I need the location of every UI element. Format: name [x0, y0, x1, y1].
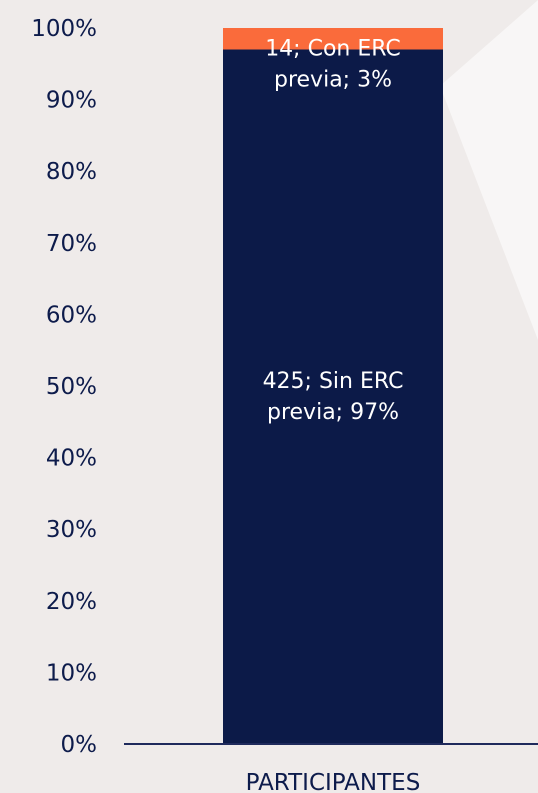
data-label-line: 425; Sin ERC: [263, 369, 404, 394]
x-category-label: PARTICIPANTES: [246, 770, 421, 793]
y-tick-label: 40%: [46, 446, 97, 472]
background-layer: [440, 0, 538, 340]
y-tick-label: 10%: [46, 660, 97, 686]
y-tick-label: 80%: [46, 159, 97, 185]
y-tick-label: 70%: [46, 231, 97, 257]
data-label-line: 14; Con ERC: [265, 37, 401, 62]
bar-segment: [223, 49, 443, 745]
y-tick-label: 60%: [46, 302, 97, 328]
y-tick-label: 0%: [61, 732, 98, 758]
data-label-line: previa; 3%: [274, 68, 392, 93]
y-tick-label: 90%: [46, 88, 97, 114]
bar-segment: [223, 28, 443, 50]
data-labels: 425; Sin ERC previa; 97% 14; Con ERC previa…: [263, 37, 404, 426]
x-axis: PARTICIPANTES: [124, 743, 538, 793]
y-tick-label: 100%: [31, 16, 97, 42]
y-tick-label: 30%: [46, 517, 97, 543]
background-wedge-decoration: [440, 0, 538, 340]
y-axis: 0% 10% 20% 30% 40% 50% 60% 70% 80% 90% 100%: [31, 16, 97, 758]
data-label: 14; Con ERC previa; 3%: [265, 37, 401, 93]
bar-stack: [223, 28, 443, 745]
data-label-line: previa; 97%: [267, 400, 399, 425]
y-tick-label: 50%: [46, 374, 97, 400]
y-tick-label: 20%: [46, 589, 97, 615]
data-label: 425; Sin ERC previa; 97%: [263, 369, 404, 425]
